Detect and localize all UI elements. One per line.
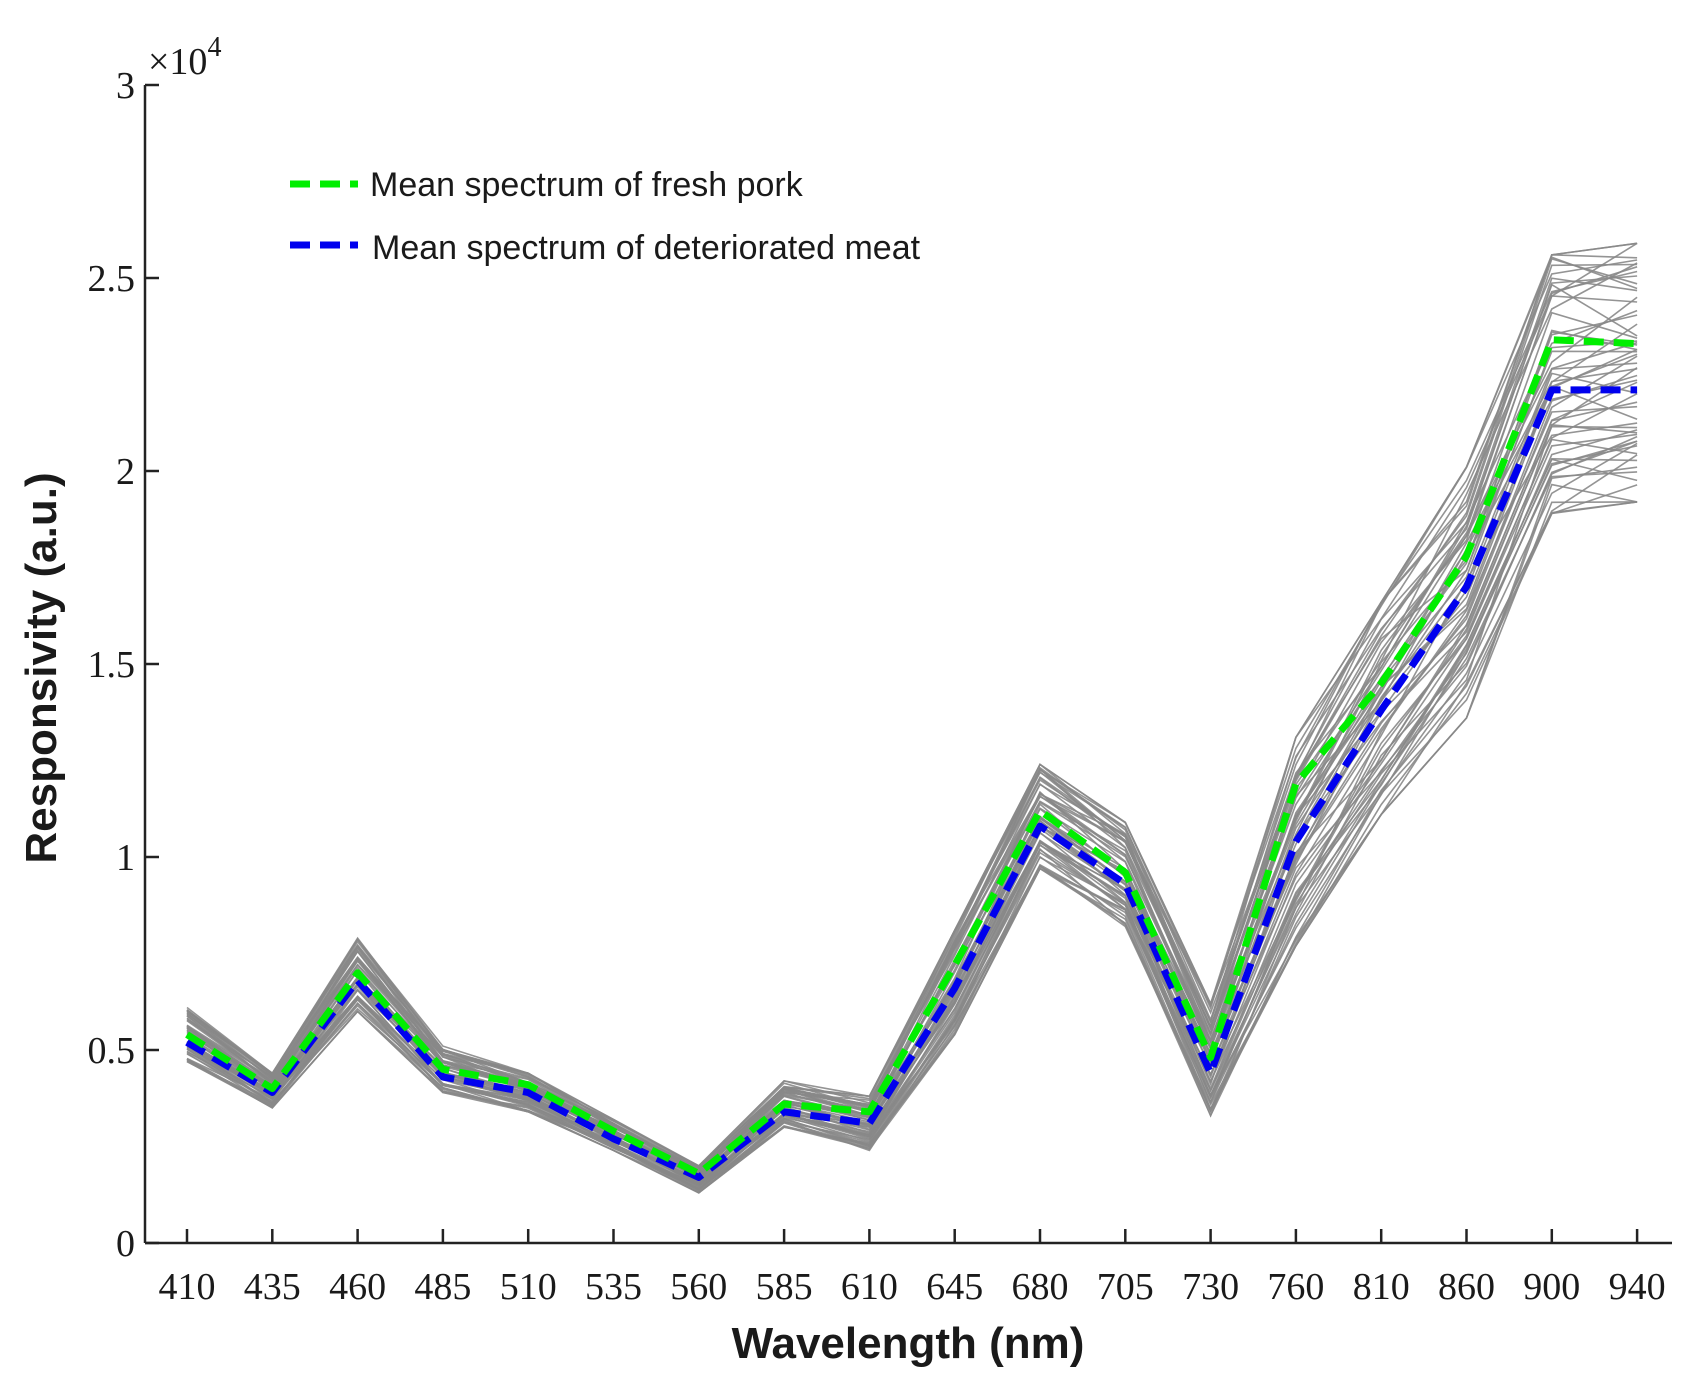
sample-spectrum-line	[186, 422, 1638, 1185]
x-tick-label: 535	[585, 1266, 642, 1308]
y-axis-title: Responsivity (a.u.)	[17, 472, 66, 863]
y-tick-label: 1.5	[88, 644, 136, 686]
sample-spectrum-line	[186, 242, 1638, 1167]
y-tick-label: 2	[116, 451, 135, 493]
x-tick-label: 485	[414, 1266, 471, 1308]
y-tick-label: 3	[116, 65, 135, 107]
x-tick-label: 940	[1609, 1266, 1666, 1308]
x-tick-label: 510	[500, 1266, 557, 1308]
x-tick-label: 610	[841, 1266, 898, 1308]
x-tick-label: 860	[1438, 1266, 1495, 1308]
sample-spectrum-line	[186, 433, 1638, 1184]
x-tick-label: 810	[1353, 1266, 1410, 1308]
x-tick-label: 560	[670, 1266, 727, 1308]
x-tick-label: 900	[1523, 1266, 1580, 1308]
y-tick-label: 2.5	[88, 258, 136, 300]
x-tick-label: 435	[244, 1266, 301, 1308]
sample-spectrum-line	[186, 385, 1638, 1185]
legend-label-fresh: Mean spectrum of fresh pork	[370, 166, 804, 204]
legend: Mean spectrum of fresh pork Mean spectru…	[290, 166, 921, 267]
x-tick-label: 730	[1182, 1266, 1239, 1308]
y-tick-label: 1	[116, 837, 135, 879]
x-tick-label: 410	[159, 1266, 216, 1308]
ticks: 0 0.5 1 1.5 2 2.5 3 410 435 460 485 510 535 560 585 610…	[88, 65, 1666, 1308]
series-line-mean-spectrum-of-deteriorated-meat	[185, 386, 1638, 1181]
y-exponent-power: 4	[207, 32, 221, 63]
x-tick-label: 645	[926, 1266, 983, 1308]
y-tick-label: 0.5	[88, 1030, 136, 1072]
x-axis-title: Wavelength (nm)	[732, 1319, 1085, 1368]
mean-spectra	[185, 336, 1638, 1181]
series-line-mean-spectrum-of-fresh-pork	[185, 336, 1638, 1177]
y-tick-label: 0	[116, 1223, 135, 1265]
x-tick-label: 705	[1097, 1266, 1154, 1308]
x-tick-label: 760	[1267, 1266, 1324, 1308]
legend-label-deteriorated: Mean spectrum of deteriorated meat	[372, 229, 921, 267]
x-tick-label: 680	[1012, 1266, 1069, 1308]
background-spectra	[186, 242, 1638, 1194]
x-tick-label: 585	[756, 1266, 813, 1308]
x-tick-label: 460	[329, 1266, 386, 1308]
y-exponent-label: ×104	[148, 32, 221, 83]
sample-spectrum-line	[186, 405, 1638, 1189]
sample-spectrum-line	[186, 458, 1638, 1188]
